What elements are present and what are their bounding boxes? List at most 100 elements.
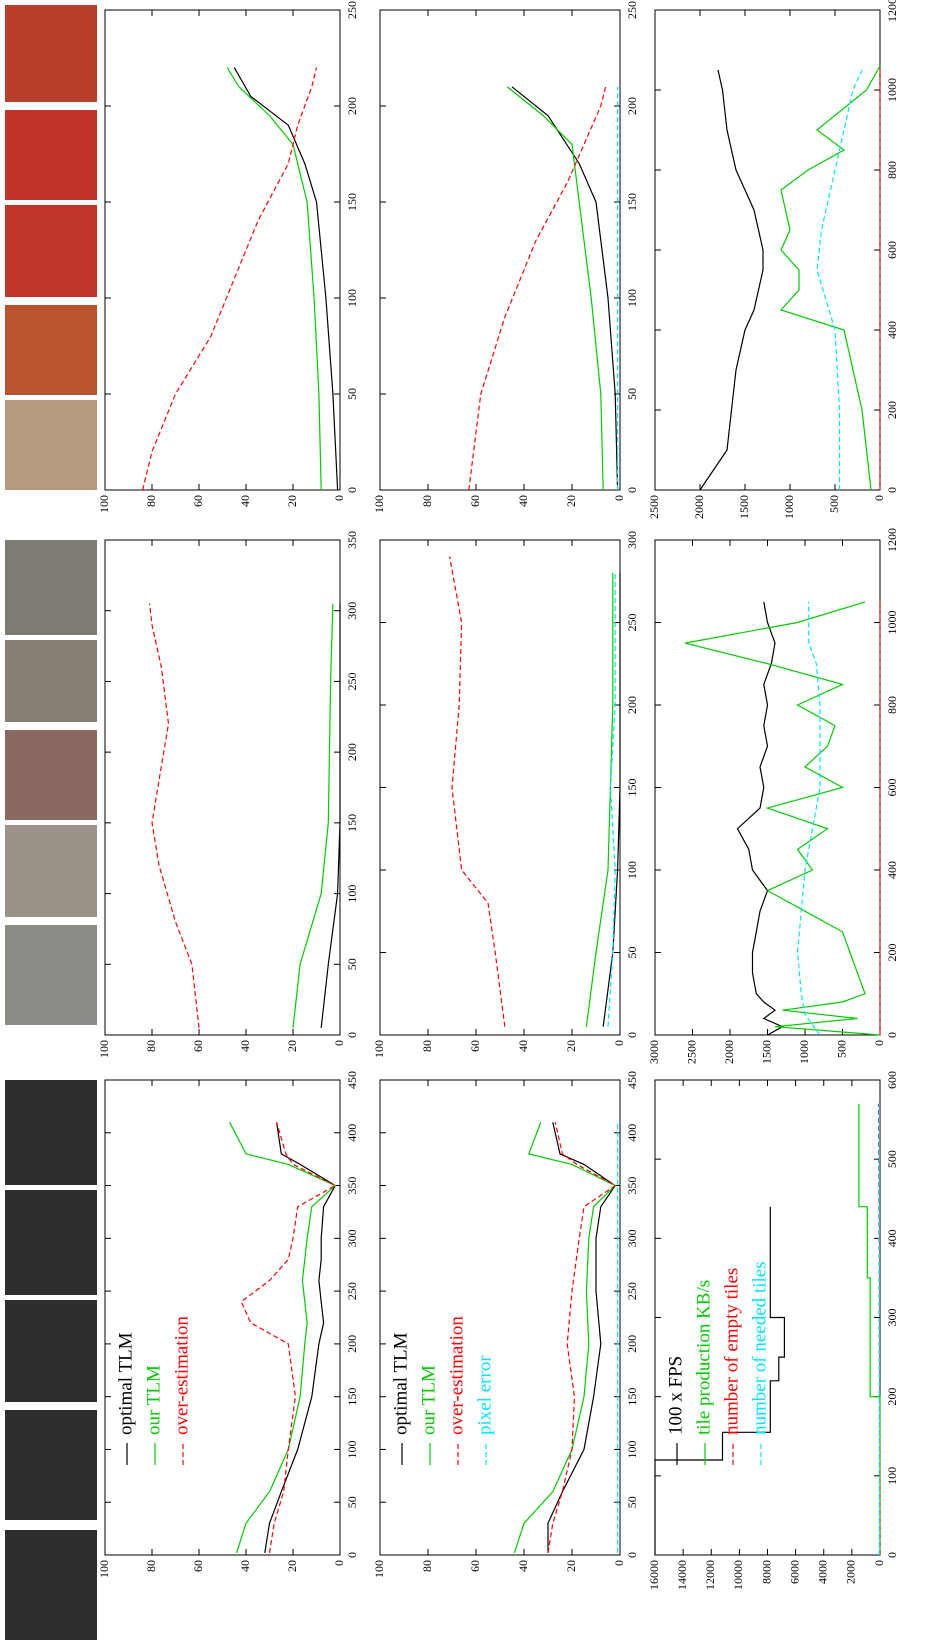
y-tick-label: 20 bbox=[564, 495, 578, 507]
thumbnail bbox=[5, 5, 97, 102]
y-tick-label: 80 bbox=[144, 495, 158, 507]
series-line bbox=[149, 603, 200, 1028]
y-tick-label: 0 bbox=[332, 495, 346, 501]
thumbnail bbox=[5, 1080, 97, 1185]
x-tick-label: 400 bbox=[345, 1124, 359, 1142]
x-tick-label: 100 bbox=[625, 861, 639, 879]
legend-text: our TLM bbox=[143, 1365, 164, 1435]
thumbnail bbox=[5, 925, 97, 1025]
plot-frame bbox=[379, 9, 621, 491]
y-tick-label: 20 bbox=[285, 1040, 299, 1052]
x-tick-label: 600 bbox=[885, 1071, 899, 1089]
x-tick-label: 250 bbox=[345, 672, 359, 690]
x-tick-label: 50 bbox=[625, 1496, 639, 1508]
y-tick-label: 40 bbox=[238, 1040, 252, 1052]
y-tick-label: 100 bbox=[372, 1040, 386, 1058]
legend-text: optimal TLM bbox=[115, 1332, 136, 1435]
series-line bbox=[229, 1121, 337, 1554]
series-line bbox=[511, 86, 619, 491]
x-tick-label: 150 bbox=[625, 779, 639, 797]
y-tick-label: 3000 bbox=[647, 1040, 661, 1064]
x-tick-label: 800 bbox=[885, 161, 899, 179]
y-tick-label: 60 bbox=[191, 1560, 205, 1572]
series-line bbox=[547, 1122, 617, 1553]
y-tick-label: 20 bbox=[564, 1040, 578, 1052]
y-tick-label: 0 bbox=[332, 1560, 346, 1566]
legend-text: over-estimation bbox=[446, 1316, 467, 1435]
x-tick-label: 0 bbox=[625, 1032, 639, 1038]
series-line bbox=[607, 573, 616, 1027]
series-line bbox=[816, 69, 863, 490]
y-tick-label: 0 bbox=[332, 1040, 346, 1046]
x-tick-label: 300 bbox=[885, 1309, 899, 1327]
plot-frame bbox=[654, 539, 881, 1036]
x-tick-label: 50 bbox=[345, 958, 359, 970]
series-line bbox=[684, 601, 881, 1036]
legend-text: our TLM bbox=[418, 1365, 439, 1435]
thumbnail bbox=[5, 1530, 97, 1640]
legend-text: over-estimation bbox=[171, 1316, 192, 1435]
y-tick-label: 80 bbox=[144, 1560, 158, 1572]
x-tick-label: 800 bbox=[885, 696, 899, 714]
series-line bbox=[142, 67, 318, 491]
series-line bbox=[320, 603, 341, 1028]
x-tick-label: 100 bbox=[885, 1467, 899, 1485]
x-tick-label: 300 bbox=[625, 1229, 639, 1247]
series-line bbox=[240, 1122, 337, 1553]
y-tick-label: 40 bbox=[516, 1040, 530, 1052]
y-tick-label: 0 bbox=[612, 495, 626, 501]
x-tick-label: 0 bbox=[625, 1552, 639, 1558]
y-tick-label: 14000 bbox=[675, 1560, 689, 1590]
y-tick-label: 10000 bbox=[731, 1560, 745, 1590]
thumbnail bbox=[5, 540, 97, 635]
x-tick-label: 600 bbox=[885, 241, 899, 259]
plots: 020406080100050100150200250300350400450o… bbox=[97, 0, 899, 1590]
x-tick-label: 0 bbox=[345, 487, 359, 493]
x-tick-label: 1000 bbox=[885, 78, 899, 102]
x-tick-label: 600 bbox=[885, 779, 899, 797]
y-tick-label: 2000 bbox=[722, 1040, 736, 1064]
plot-frame bbox=[379, 539, 621, 1036]
thumbnail bbox=[5, 1410, 97, 1520]
thumbnail bbox=[5, 1190, 97, 1295]
y-tick-label: 100 bbox=[97, 1560, 111, 1578]
y-tick-label: 2500 bbox=[647, 495, 661, 519]
y-tick-label: 1500 bbox=[737, 495, 751, 519]
y-tick-label: 80 bbox=[420, 1560, 434, 1572]
x-tick-label: 350 bbox=[345, 531, 359, 549]
x-tick-label: 400 bbox=[885, 321, 899, 339]
x-tick-label: 450 bbox=[345, 1071, 359, 1089]
y-tick-label: 80 bbox=[144, 1040, 158, 1052]
y-tick-label: 12000 bbox=[703, 1560, 717, 1590]
y-tick-label: 60 bbox=[191, 495, 205, 507]
thumbnail bbox=[5, 1300, 97, 1402]
legend-text: number of needed tiles bbox=[749, 1261, 770, 1435]
thumbnail bbox=[5, 640, 97, 722]
x-tick-label: 250 bbox=[345, 1282, 359, 1300]
y-tick-label: 2000 bbox=[844, 1560, 858, 1584]
series-line bbox=[585, 573, 614, 1027]
series-line bbox=[602, 573, 621, 1027]
series-line bbox=[736, 601, 784, 1036]
y-tick-label: 500 bbox=[834, 1040, 848, 1058]
x-tick-label: 300 bbox=[625, 531, 639, 549]
series-line bbox=[264, 1122, 337, 1553]
y-tick-label: 100 bbox=[97, 1040, 111, 1058]
series-line bbox=[468, 86, 607, 491]
y-tick-label: 80 bbox=[420, 495, 434, 507]
y-tick-label: 60 bbox=[468, 1560, 482, 1572]
series-line bbox=[858, 1103, 881, 1555]
thumbnails bbox=[5, 5, 97, 1640]
x-tick-label: 150 bbox=[345, 814, 359, 832]
thumbnail bbox=[5, 400, 97, 490]
x-tick-label: 0 bbox=[345, 1032, 359, 1038]
y-tick-label: 0 bbox=[872, 495, 886, 501]
y-tick-label: 60 bbox=[468, 495, 482, 507]
x-tick-label: 200 bbox=[885, 944, 899, 962]
x-tick-label: 0 bbox=[885, 487, 899, 493]
x-tick-label: 100 bbox=[345, 1440, 359, 1458]
y-tick-label: 40 bbox=[238, 495, 252, 507]
x-tick-label: 200 bbox=[885, 401, 899, 419]
thumbnail bbox=[5, 730, 97, 820]
